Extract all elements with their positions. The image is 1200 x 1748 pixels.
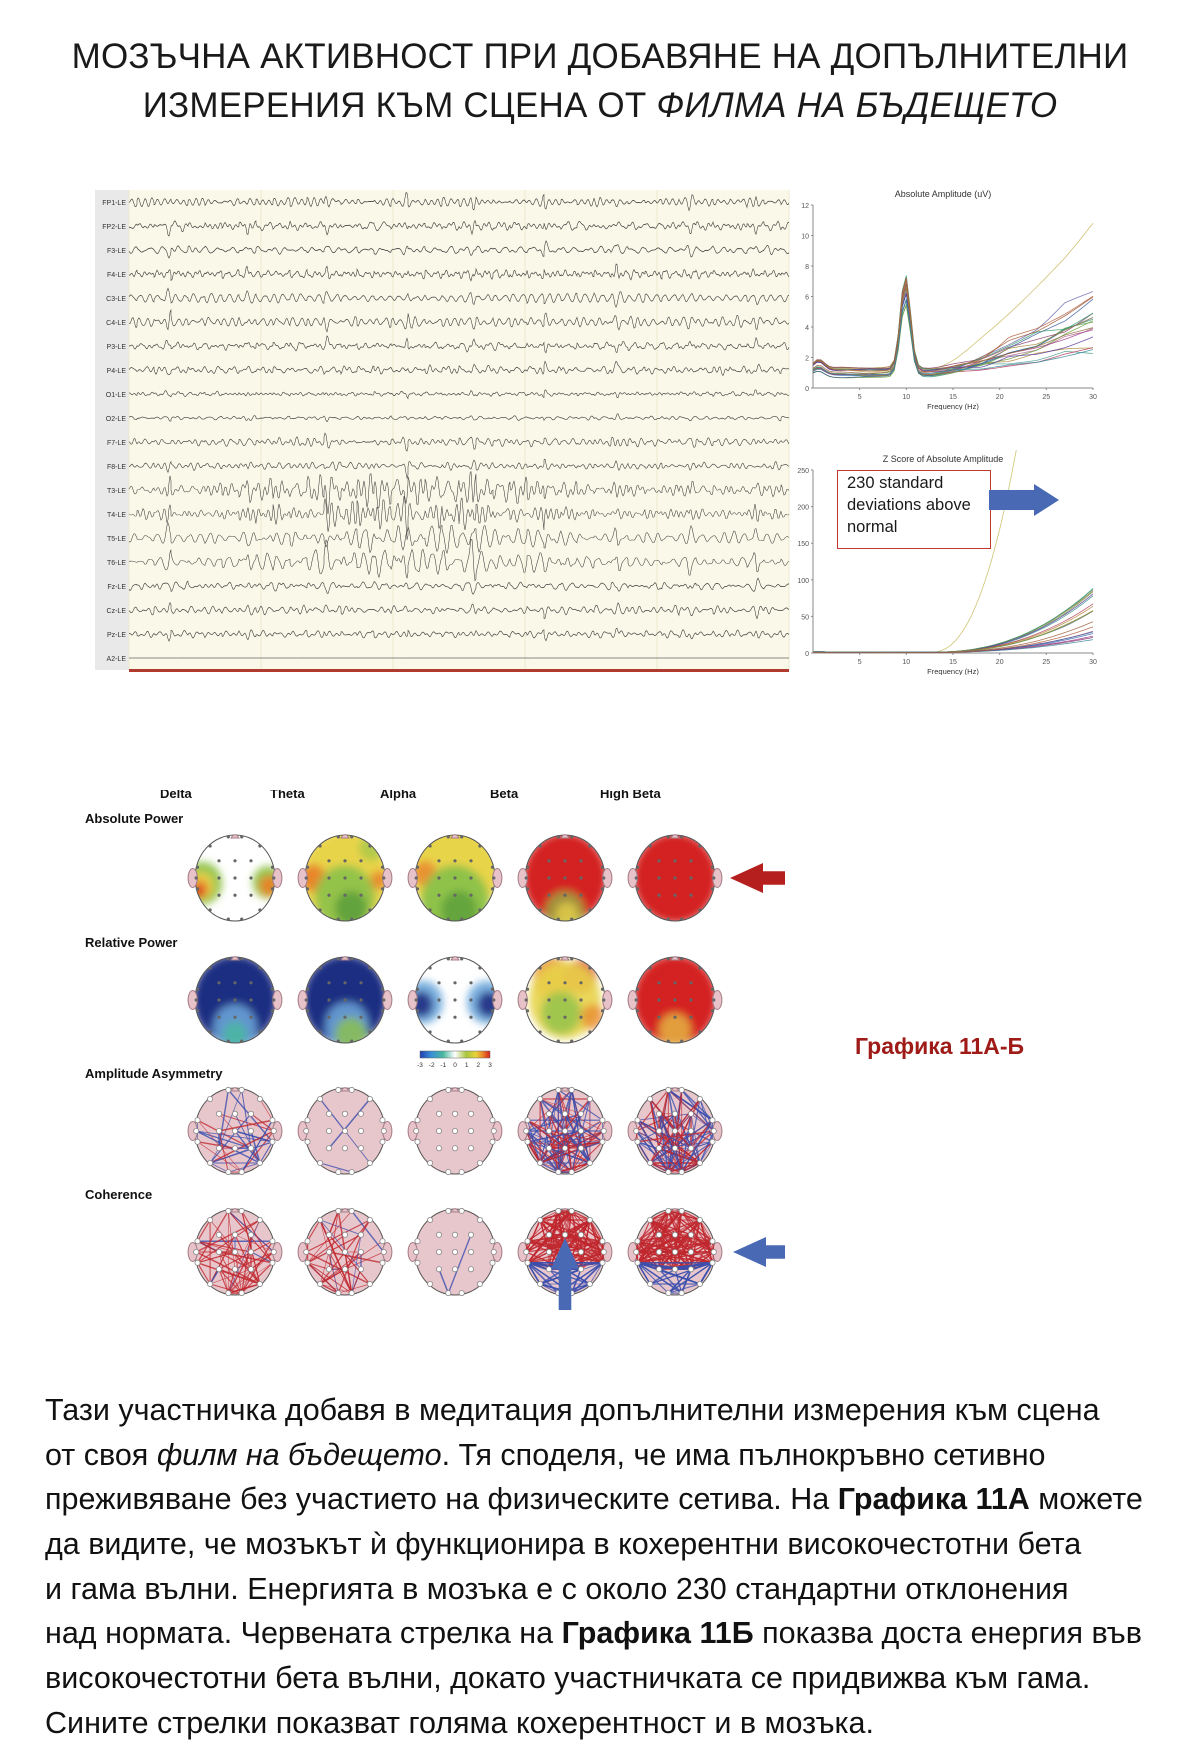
svg-text:O1-LE: O1-LE [106,392,127,399]
svg-text:A2-LE: A2-LE [107,656,127,663]
svg-text:Absolute Power: Absolute Power [85,811,183,826]
svg-text:15: 15 [949,394,957,401]
svg-text:Frequency (Hz): Frequency (Hz) [927,402,979,410]
svg-text:Amplitude Asymmetry: Amplitude Asymmetry [85,1066,223,1081]
svg-text:Theta: Theta [270,790,305,801]
svg-text:O2-LE: O2-LE [106,416,127,423]
svg-text:Coherence: Coherence [85,1187,152,1202]
svg-text:Z Score of Absolute Amplitude: Z Score of Absolute Amplitude [883,454,1004,464]
svg-text:-3: -3 [417,1062,423,1069]
svg-text:100: 100 [797,578,809,585]
svg-text:Relative Power: Relative Power [85,935,178,950]
svg-text:4: 4 [805,325,809,332]
svg-text:F3-LE: F3-LE [107,248,126,255]
svg-text:10: 10 [902,394,910,401]
svg-text:P3-LE: P3-LE [107,344,127,351]
svg-text:Absolute Amplitude (uV): Absolute Amplitude (uV) [895,189,992,199]
svg-text:Cz-LE: Cz-LE [107,608,127,615]
svg-text:15: 15 [949,659,957,666]
svg-text:F4-LE: F4-LE [107,272,126,279]
svg-text:F8-LE: F8-LE [107,464,126,471]
svg-text:12: 12 [801,203,809,210]
svg-text:6: 6 [805,295,809,302]
svg-text:20: 20 [996,659,1004,666]
svg-text:Alpha: Alpha [380,790,417,801]
svg-text:T3-LE: T3-LE [107,488,126,495]
svg-text:3: 3 [488,1062,492,1069]
svg-text:T5-LE: T5-LE [107,536,126,543]
svg-text:250: 250 [797,468,809,475]
svg-text:C3-LE: C3-LE [106,296,126,303]
svg-text:T4-LE: T4-LE [107,512,126,519]
svg-text:-2: -2 [429,1062,435,1069]
svg-text:Frequency (Hz): Frequency (Hz) [927,667,979,675]
svg-text:5: 5 [858,659,862,666]
svg-text:C4-LE: C4-LE [106,320,126,327]
svg-text:F7-LE: F7-LE [107,440,126,447]
svg-text:FP2-LE: FP2-LE [102,224,126,231]
svg-text:25: 25 [1042,394,1050,401]
svg-text:P4-LE: P4-LE [107,368,127,375]
svg-text:Beta: Beta [490,790,519,801]
svg-text:200: 200 [797,505,809,512]
svg-text:0: 0 [453,1062,457,1069]
svg-text:Pz-LE: Pz-LE [107,632,126,639]
svg-text:20: 20 [996,394,1004,401]
svg-text:Delta: Delta [160,790,193,801]
svg-text:0: 0 [805,386,809,393]
svg-text:30: 30 [1089,659,1097,666]
svg-text:2: 2 [805,356,809,363]
svg-text:10: 10 [801,234,809,241]
svg-text:50: 50 [801,614,809,621]
svg-text:Fz-LE: Fz-LE [107,584,126,591]
svg-text:25: 25 [1042,659,1050,666]
svg-text:T6-LE: T6-LE [107,560,126,567]
svg-text:10: 10 [902,659,910,666]
svg-text:0: 0 [805,651,809,658]
svg-text:2: 2 [476,1062,480,1069]
svg-text:1: 1 [465,1062,469,1069]
svg-text:5: 5 [858,394,862,401]
svg-text:-1: -1 [440,1062,446,1069]
svg-text:8: 8 [805,264,809,271]
svg-text:30: 30 [1089,394,1097,401]
svg-text:High Beta: High Beta [600,790,661,801]
svg-text:150: 150 [797,541,809,548]
svg-text:FP1-LE: FP1-LE [102,200,126,207]
